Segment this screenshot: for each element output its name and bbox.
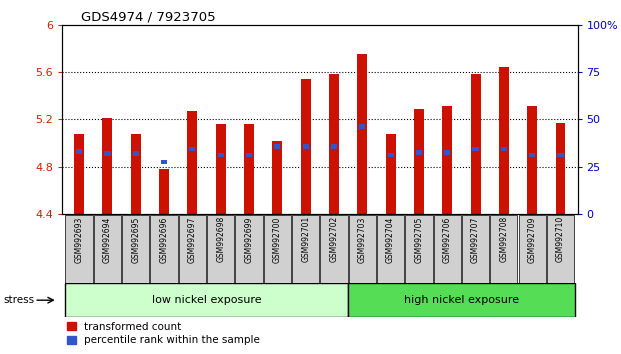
Bar — [104, 152, 111, 156]
Bar — [189, 147, 196, 152]
Bar — [131, 134, 141, 214]
Text: GSM992694: GSM992694 — [103, 216, 112, 263]
Bar — [416, 150, 422, 155]
Text: GSM992705: GSM992705 — [414, 216, 424, 263]
FancyBboxPatch shape — [491, 215, 517, 282]
FancyBboxPatch shape — [207, 215, 234, 282]
Bar — [331, 144, 337, 149]
Bar — [273, 141, 283, 214]
FancyBboxPatch shape — [292, 215, 319, 282]
Text: GSM992710: GSM992710 — [556, 216, 565, 262]
FancyBboxPatch shape — [122, 215, 149, 282]
Legend: transformed count, percentile rank within the sample: transformed count, percentile rank withi… — [67, 322, 260, 345]
Bar — [386, 134, 396, 214]
FancyBboxPatch shape — [150, 215, 178, 282]
Text: GSM992709: GSM992709 — [528, 216, 537, 263]
Text: GSM992704: GSM992704 — [386, 216, 395, 263]
FancyBboxPatch shape — [519, 215, 546, 282]
Bar — [217, 153, 224, 157]
FancyBboxPatch shape — [406, 215, 433, 282]
Text: GSM992707: GSM992707 — [471, 216, 480, 263]
Text: GSM992702: GSM992702 — [330, 216, 338, 262]
Text: GSM992699: GSM992699 — [245, 216, 253, 263]
Text: GSM992697: GSM992697 — [188, 216, 197, 263]
FancyBboxPatch shape — [94, 215, 121, 282]
Bar — [556, 123, 566, 214]
Text: GSM992706: GSM992706 — [443, 216, 451, 263]
Bar — [529, 153, 535, 157]
Bar — [301, 79, 310, 214]
FancyBboxPatch shape — [179, 215, 206, 282]
Text: GSM992693: GSM992693 — [75, 216, 84, 263]
FancyBboxPatch shape — [433, 215, 461, 282]
Bar — [499, 67, 509, 214]
FancyBboxPatch shape — [348, 283, 574, 317]
Bar — [473, 147, 479, 152]
Bar — [442, 107, 452, 214]
Bar — [244, 124, 254, 214]
Bar — [414, 109, 424, 214]
Text: stress: stress — [3, 295, 34, 305]
Text: GSM992698: GSM992698 — [216, 216, 225, 262]
FancyBboxPatch shape — [349, 215, 376, 282]
Bar — [302, 144, 309, 149]
Text: high nickel exposure: high nickel exposure — [404, 295, 519, 305]
Bar — [74, 134, 84, 214]
Bar — [501, 147, 507, 152]
Bar — [159, 169, 169, 214]
Bar — [76, 149, 82, 154]
FancyBboxPatch shape — [235, 215, 263, 282]
FancyBboxPatch shape — [65, 215, 93, 282]
FancyBboxPatch shape — [264, 215, 291, 282]
Bar — [188, 111, 197, 214]
Text: GSM992696: GSM992696 — [160, 216, 168, 263]
Bar — [527, 107, 537, 214]
Bar — [133, 152, 139, 156]
Bar — [246, 153, 252, 157]
Bar — [215, 124, 225, 214]
FancyBboxPatch shape — [377, 215, 404, 282]
Text: GSM992695: GSM992695 — [131, 216, 140, 263]
Bar — [558, 153, 564, 157]
FancyBboxPatch shape — [462, 215, 489, 282]
Bar — [388, 153, 394, 157]
Bar — [471, 74, 481, 214]
Bar — [329, 74, 339, 214]
Bar — [444, 150, 450, 155]
Text: GSM992700: GSM992700 — [273, 216, 282, 263]
Text: GSM992703: GSM992703 — [358, 216, 367, 263]
Text: GSM992701: GSM992701 — [301, 216, 310, 262]
Text: low nickel exposure: low nickel exposure — [152, 295, 261, 305]
Text: GDS4974 / 7923705: GDS4974 / 7923705 — [81, 11, 215, 24]
Bar — [274, 144, 281, 149]
FancyBboxPatch shape — [65, 283, 348, 317]
Text: GSM992708: GSM992708 — [499, 216, 509, 262]
Bar — [359, 124, 365, 129]
Bar — [102, 118, 112, 214]
FancyBboxPatch shape — [320, 215, 348, 282]
Bar — [161, 160, 167, 165]
FancyBboxPatch shape — [547, 215, 574, 282]
Bar — [357, 55, 367, 214]
